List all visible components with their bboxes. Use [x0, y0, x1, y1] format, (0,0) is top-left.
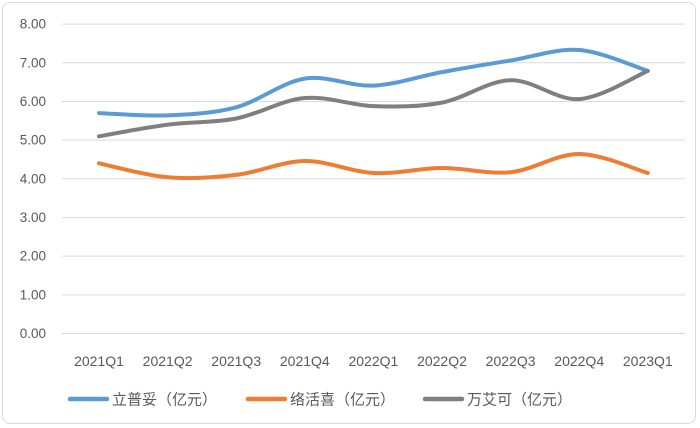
legend-label-lipitor: 立普妥（亿元）: [112, 392, 217, 409]
x-axis-tick-label: 2021Q2: [143, 353, 193, 369]
y-axis-tick-label: 6.00: [20, 94, 46, 109]
legend-item-norvasc[interactable]: 络活喜（亿元）: [245, 392, 395, 409]
chart-canvas: 8.00 7.00 6.00 5.00 4.00 3.00 2.00 1.00 0.00 2021…: [20, 17, 685, 409]
series-line-viagra: [97, 68, 650, 139]
y-axis-tick-label: 5.00: [20, 133, 46, 148]
x-axis-tick-label: 2022Q2: [417, 353, 467, 369]
series-line-norvasc: [97, 151, 650, 181]
y-axis-tick-label: 4.00: [20, 171, 46, 186]
y-axis-tick-label: 3.00: [20, 210, 46, 225]
x-axis-tick-label: 2022Q3: [486, 353, 536, 369]
series-line-lipitor: [97, 47, 650, 118]
legend-label-viagra: 万艾可（亿元）: [467, 392, 572, 409]
y-axis-tick-label: 7.00: [20, 55, 46, 70]
y-axis-tick-label: 8.00: [20, 17, 46, 32]
x-axis-tick-label: 2021Q4: [280, 353, 330, 369]
legend-item-lipitor[interactable]: 立普妥（亿元）: [67, 392, 217, 409]
legend-item-viagra[interactable]: 万艾可（亿元）: [422, 392, 572, 409]
legend-label-norvasc: 络活喜（亿元）: [290, 392, 395, 409]
line-chart-card: 8.00 7.00 6.00 5.00 4.00 3.00 2.00 1.00 0.00 2021…: [2, 2, 696, 424]
x-axis-tick-label: 2022Q1: [348, 353, 398, 369]
x-axis-tick-label: 2021Q1: [74, 353, 124, 369]
x-axis-tick-label: 2022Q4: [554, 353, 604, 369]
x-axis-tick-label: 2021Q3: [211, 353, 261, 369]
y-axis-tick-label: 1.00: [20, 287, 46, 302]
y-axis-tick-label: 2.00: [20, 249, 46, 264]
y-axis-tick-label: 0.00: [20, 326, 46, 341]
x-axis-tick-label: 2023Q1: [623, 353, 673, 369]
